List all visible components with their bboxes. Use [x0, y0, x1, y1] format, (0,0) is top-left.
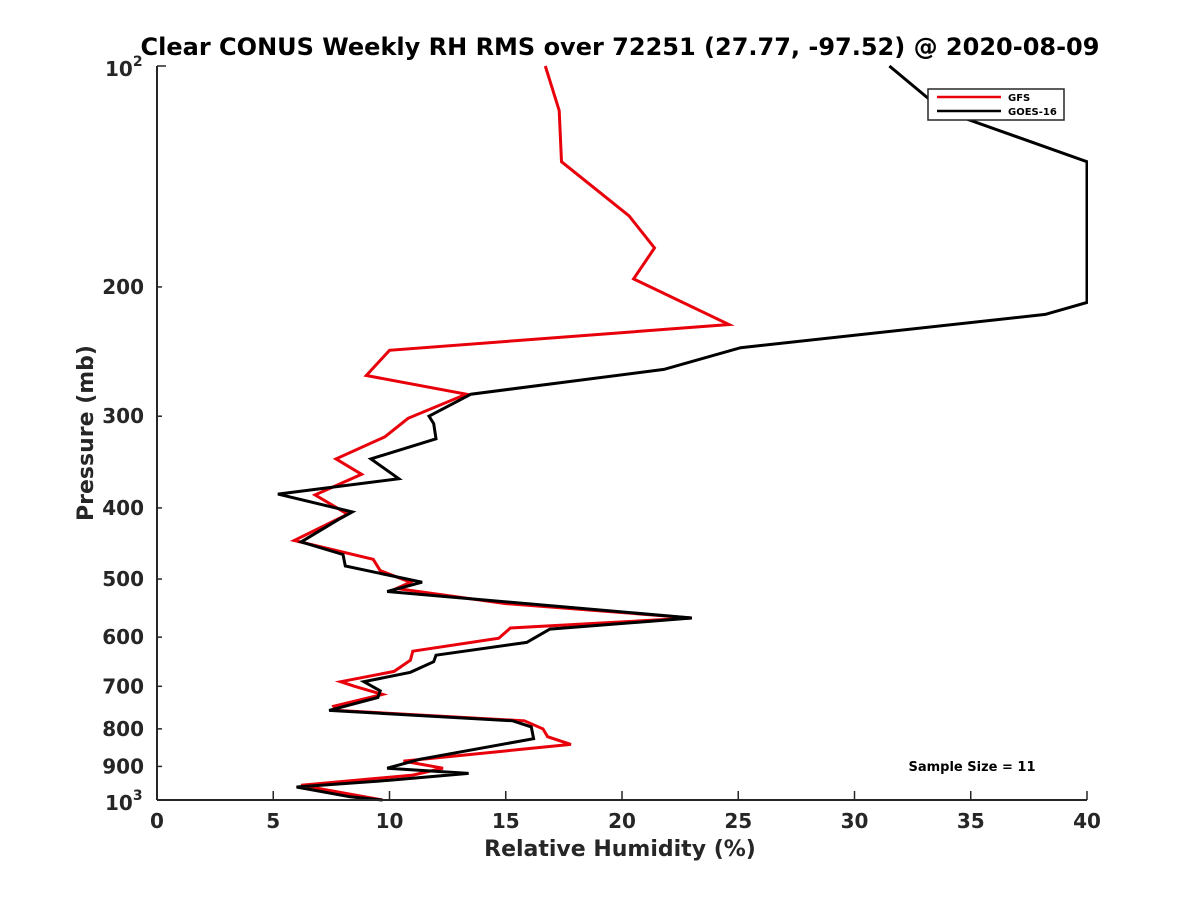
y-bottom-base: 10: [105, 791, 133, 815]
chart-title: Clear CONUS Weekly RH RMS over 72251 (27…: [141, 33, 1100, 61]
y-axis-label: Pressure (mb): [74, 345, 99, 521]
x-tick-label: 35: [957, 809, 985, 833]
x-tick-label: 40: [1073, 809, 1101, 833]
legend-box: [927, 88, 1065, 121]
x-tick-label: 20: [608, 809, 636, 833]
legend-label-gfs: GFS: [1008, 93, 1030, 104]
series-line-gfs: [289, 65, 735, 802]
y-top-exp: 2: [133, 54, 143, 70]
y-tick-label: 900: [102, 754, 144, 778]
x-tick-label: 10: [376, 809, 404, 833]
sample-size-annotation: Sample Size = 11: [908, 760, 1035, 775]
series-layer: [277, 64, 1088, 802]
x-tick-label: 15: [492, 809, 520, 833]
y-tick-label-bottom: 103: [105, 788, 143, 815]
y-tick-label: 600: [102, 625, 144, 649]
x-axis-label: Relative Humidity (%): [484, 837, 756, 862]
y-tick-label: 400: [102, 496, 144, 520]
x-tick-label: 25: [724, 809, 752, 833]
y-bottom-exp: 3: [133, 788, 143, 804]
x-axis-ticks: 0 5 10 15 20 25 30 35 40: [150, 791, 1101, 833]
legend-label-goes16: GOES-16: [1008, 107, 1057, 118]
legend: GFS GOES-16: [927, 88, 1065, 121]
y-tick-label: 500: [102, 567, 144, 591]
y-tick-label: 200: [102, 275, 144, 299]
y-axis-ticks: 200 300 400 500 600 700 800 900: [102, 65, 166, 801]
series-line-goes-16: [277, 64, 1088, 802]
y-tick-label: 700: [102, 674, 144, 698]
y-top-base: 10: [105, 57, 133, 81]
y-tick-label: 800: [102, 717, 144, 741]
x-tick-label: 5: [266, 809, 280, 833]
x-tick-label: 30: [841, 809, 869, 833]
x-tick-label: 0: [150, 809, 164, 833]
y-tick-label-top: 102: [105, 54, 143, 81]
y-tick-label: 300: [102, 404, 144, 428]
